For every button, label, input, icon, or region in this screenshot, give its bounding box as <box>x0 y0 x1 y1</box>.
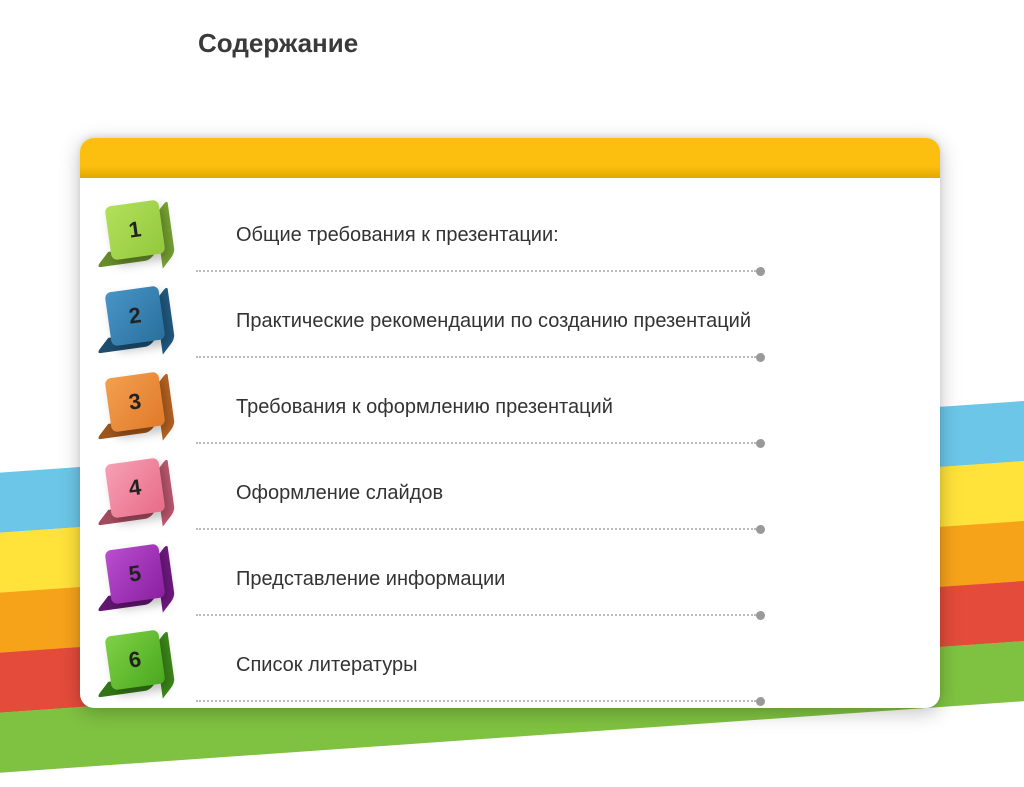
divider-end-dot <box>756 267 765 276</box>
toc-item[interactable]: 1 Общие требования к презентации: <box>90 192 930 278</box>
dotted-divider <box>196 528 756 530</box>
panel-header-bar <box>80 138 940 178</box>
cube-number: 6 <box>105 630 166 691</box>
toc-item[interactable]: 4 Оформление слайдов <box>90 450 930 536</box>
toc-item-label: Представление информации <box>236 566 505 592</box>
toc-item[interactable]: 3 Требования к оформлению презентаций <box>90 364 930 450</box>
cube-icon: 5 <box>104 543 176 615</box>
toc-item-label: Практические рекомендации по созданию пр… <box>236 308 751 334</box>
dotted-divider <box>196 700 756 702</box>
divider-end-dot <box>756 439 765 448</box>
divider-end-dot <box>756 611 765 620</box>
toc-item[interactable]: 6 Список литературы <box>90 622 930 708</box>
cube-icon: 6 <box>104 629 176 701</box>
divider-end-dot <box>756 697 765 706</box>
toc-item-label: Требования к оформлению презентаций <box>236 394 613 420</box>
cube-number: 3 <box>105 372 166 433</box>
toc-list: 1 Общие требования к презентации: 2 Практич… <box>90 192 930 708</box>
toc-item-label: Список литературы <box>236 652 417 678</box>
cube-number: 1 <box>105 200 166 261</box>
toc-item-label: Оформление слайдов <box>236 480 443 506</box>
cube-number: 2 <box>105 286 166 347</box>
dotted-divider <box>196 614 756 616</box>
toc-item[interactable]: 5 Представление информации <box>90 536 930 622</box>
cube-number: 5 <box>105 544 166 605</box>
toc-item-label: Общие требования к презентации: <box>236 222 559 248</box>
cube-icon: 1 <box>104 199 176 271</box>
divider-end-dot <box>756 353 765 362</box>
cube-icon: 3 <box>104 371 176 443</box>
divider-end-dot <box>756 525 765 534</box>
page-title: Содержание <box>198 28 358 59</box>
cube-number: 4 <box>105 458 166 519</box>
cube-icon: 2 <box>104 285 176 357</box>
dotted-divider <box>196 270 756 272</box>
cube-icon: 4 <box>104 457 176 529</box>
dotted-divider <box>196 442 756 444</box>
toc-item[interactable]: 2 Практические рекомендации по созданию п… <box>90 278 930 364</box>
dotted-divider <box>196 356 756 358</box>
